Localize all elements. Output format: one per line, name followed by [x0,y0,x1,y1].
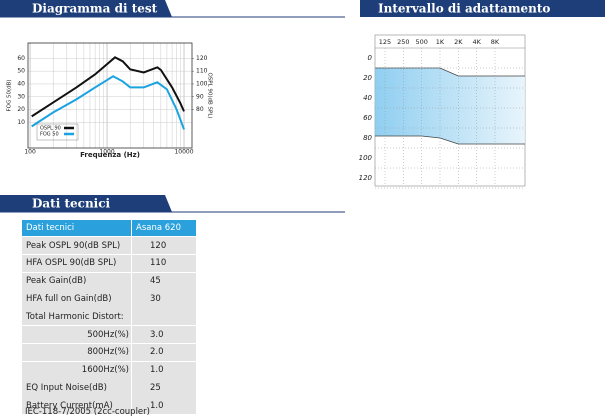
table-cell: 1600Hz(%) [22,361,131,379]
plot-frame [27,42,193,149]
header-tab [360,0,605,17]
table-cell: Peak Gain(dB) [22,272,131,290]
y-tick-label: 120 [359,174,373,182]
x-tick-label: 100 [24,149,36,156]
y-tick-label: 40 [363,94,372,102]
y-tick-label: 50 [17,68,25,75]
y-tick-label: 20 [363,74,372,82]
legend-label: FOG 50 [40,132,59,138]
range-area [375,68,525,144]
y2-axis-label: OSPL 90(dB SPL) [207,72,213,118]
table-cell: 30 [132,290,196,308]
x-tick-label: 250 [397,38,409,46]
table-cell: 120 [132,237,196,255]
y-axis-label: FOG 50(dB) [7,79,13,111]
table-cell: Peak OSPL 90(dB SPL) [22,237,131,255]
table-cell: IEC-118-7/2005 (2cc-coupler) [25,406,150,417]
x-tick-label: 10000 [174,149,193,156]
x-tick-label: 1000 [99,149,114,156]
legend-box [36,123,79,141]
y2-tick-label: 120 [196,55,208,62]
y2-tick-label: 90 [196,93,204,100]
x-tick-label: 2K [454,38,463,46]
y-tick-label: 30 [17,93,25,100]
x-tick-label: 4K [472,38,481,46]
x-axis-label: Frequenza (Hz) [80,151,140,159]
table-cell: 1.0 [132,397,196,415]
series-line [31,75,185,130]
x-tick-label: 125 [379,38,391,46]
table-cell: 1.0 [132,361,196,379]
y2-tick-label: 110 [196,68,208,75]
y2-tick-label: 100 [196,80,208,87]
table-cell: Battery Current(mA) [22,397,131,415]
table-cell: Asana 620 [132,220,196,236]
y-tick-label: 40 [17,80,25,87]
table-cell [132,308,196,326]
table-cell: 2.0 [132,343,196,361]
table-cell: 3.0 [132,326,196,344]
y-tick-label: 10 [17,119,25,126]
x-tick-label: 8K [491,38,500,46]
section-title: Diagramma di test [32,2,158,16]
table-cell: 110 [132,254,196,272]
y-tick-label: 60 [363,114,372,122]
section-title: Intervallo di adattamento [378,2,550,16]
x-tick-label: 500 [415,38,427,46]
table-cell: Total Harmonic Distort: [22,308,131,326]
y-tick-label: 0 [368,54,373,62]
section-title: Dati tecnici [32,197,111,211]
y2-tick-label: 80 [196,106,204,113]
table-cell: EQ Input Noise(dB) [22,379,131,397]
y-tick-label: 80 [363,134,372,142]
table-cell: Dati tecnici [22,220,131,236]
y-tick-label: 100 [359,154,373,162]
table-cell: 500Hz(%) [22,326,131,344]
header-tab [0,195,172,212]
table-cell: 45 [132,272,196,290]
header-tab [0,0,172,17]
legend-label: OSPL 90 [40,126,61,132]
table-cell: 25 [132,379,196,397]
table-cell: HFA OSPL 90(dB SPL) [22,254,131,272]
y-tick-label: 20 [17,106,25,113]
series-line [31,56,185,118]
y-tick-label: 60 [17,55,25,62]
table-cell: 800Hz(%) [22,343,131,361]
range-upper [375,67,525,77]
x-tick-label: 1K [436,38,445,46]
table-cell: HFA full on Gain(dB) [22,290,131,308]
